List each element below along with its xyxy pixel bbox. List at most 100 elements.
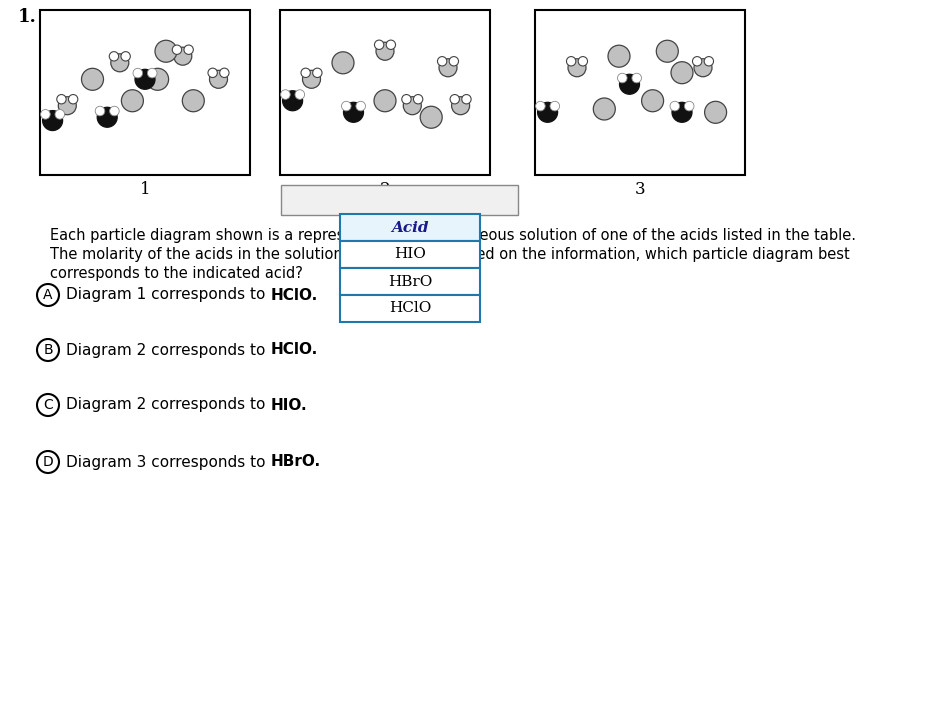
Circle shape	[110, 54, 128, 72]
Text: 3: 3	[634, 181, 645, 198]
Circle shape	[154, 40, 177, 62]
Circle shape	[670, 62, 693, 84]
Text: corresponds to the indicated acid?: corresponds to the indicated acid?	[50, 266, 302, 281]
Circle shape	[402, 194, 407, 199]
Circle shape	[413, 94, 422, 104]
FancyBboxPatch shape	[281, 185, 518, 215]
Circle shape	[210, 71, 227, 89]
Text: HClO.: HClO.	[270, 287, 317, 302]
Circle shape	[183, 90, 204, 112]
Circle shape	[295, 90, 304, 99]
Text: C: C	[43, 398, 52, 412]
Circle shape	[566, 57, 576, 66]
FancyBboxPatch shape	[280, 10, 490, 175]
Circle shape	[607, 45, 629, 67]
Circle shape	[172, 45, 182, 55]
Circle shape	[567, 59, 585, 77]
Circle shape	[694, 59, 711, 77]
FancyBboxPatch shape	[340, 295, 479, 322]
Circle shape	[344, 102, 363, 122]
Circle shape	[437, 57, 446, 66]
Text: = A⁻: = A⁻	[359, 194, 387, 207]
Circle shape	[641, 90, 663, 112]
Circle shape	[592, 98, 615, 120]
FancyBboxPatch shape	[340, 241, 479, 268]
Circle shape	[208, 68, 217, 78]
Text: A: A	[43, 288, 52, 302]
Text: HIO.: HIO.	[270, 397, 307, 413]
Circle shape	[68, 94, 78, 104]
Circle shape	[81, 68, 103, 90]
Circle shape	[37, 451, 59, 473]
Circle shape	[283, 91, 302, 111]
Circle shape	[42, 111, 63, 130]
Circle shape	[537, 102, 557, 122]
Circle shape	[549, 102, 559, 111]
Circle shape	[110, 52, 119, 61]
Circle shape	[122, 90, 143, 112]
Text: = HA: = HA	[306, 194, 337, 207]
Circle shape	[97, 107, 117, 127]
Circle shape	[578, 57, 587, 66]
Circle shape	[704, 102, 725, 123]
Circle shape	[37, 284, 59, 306]
Circle shape	[37, 339, 59, 361]
Text: The molarity of the acids in the solutions is the same. Based on the information: The molarity of the acids in the solutio…	[50, 247, 849, 262]
Circle shape	[535, 102, 545, 111]
Text: Each particle diagram shown is a representation of an aqueous solution of one of: Each particle diagram shown is a represe…	[50, 228, 856, 243]
Text: = H₃O⁺: = H₃O⁺	[410, 194, 452, 207]
Circle shape	[704, 57, 713, 66]
FancyBboxPatch shape	[534, 10, 744, 175]
Circle shape	[617, 73, 626, 83]
Circle shape	[135, 69, 154, 89]
Circle shape	[631, 73, 641, 83]
Text: HClO.: HClO.	[270, 343, 317, 358]
Text: 1: 1	[139, 181, 150, 198]
Circle shape	[57, 94, 66, 104]
Circle shape	[173, 48, 192, 66]
Circle shape	[302, 71, 320, 89]
Text: Diagram 2 corresponds to: Diagram 2 corresponds to	[66, 343, 270, 358]
Circle shape	[402, 96, 421, 114]
Text: HBrO: HBrO	[388, 274, 431, 289]
Circle shape	[671, 102, 692, 122]
Text: HIO: HIO	[394, 248, 426, 261]
Circle shape	[373, 90, 396, 112]
Circle shape	[300, 68, 310, 78]
Circle shape	[449, 94, 459, 104]
Circle shape	[419, 107, 442, 128]
Circle shape	[692, 57, 701, 66]
Circle shape	[393, 194, 399, 199]
Text: HBrO.: HBrO.	[271, 454, 320, 469]
Circle shape	[655, 40, 678, 62]
Circle shape	[394, 194, 406, 206]
Circle shape	[280, 90, 290, 99]
Circle shape	[386, 40, 395, 50]
Circle shape	[147, 68, 157, 78]
Circle shape	[297, 192, 303, 199]
Circle shape	[402, 94, 411, 104]
Circle shape	[448, 57, 458, 66]
Circle shape	[58, 96, 76, 114]
Circle shape	[451, 96, 469, 114]
Circle shape	[461, 94, 471, 104]
Circle shape	[341, 193, 355, 207]
Text: B: B	[43, 343, 52, 357]
Circle shape	[683, 102, 694, 111]
Circle shape	[669, 102, 679, 111]
Text: Diagram 2 corresponds to: Diagram 2 corresponds to	[66, 397, 270, 413]
Text: 2: 2	[379, 181, 390, 198]
Circle shape	[356, 102, 365, 111]
Text: Diagram 3 corresponds to: Diagram 3 corresponds to	[66, 454, 271, 469]
Circle shape	[619, 74, 638, 94]
Circle shape	[183, 45, 193, 55]
Circle shape	[95, 107, 105, 116]
Circle shape	[290, 194, 302, 206]
Circle shape	[110, 107, 119, 116]
Text: D: D	[42, 455, 53, 469]
Circle shape	[341, 102, 351, 111]
Circle shape	[55, 109, 65, 119]
Circle shape	[331, 52, 354, 73]
FancyBboxPatch shape	[340, 214, 479, 241]
Circle shape	[40, 109, 51, 119]
